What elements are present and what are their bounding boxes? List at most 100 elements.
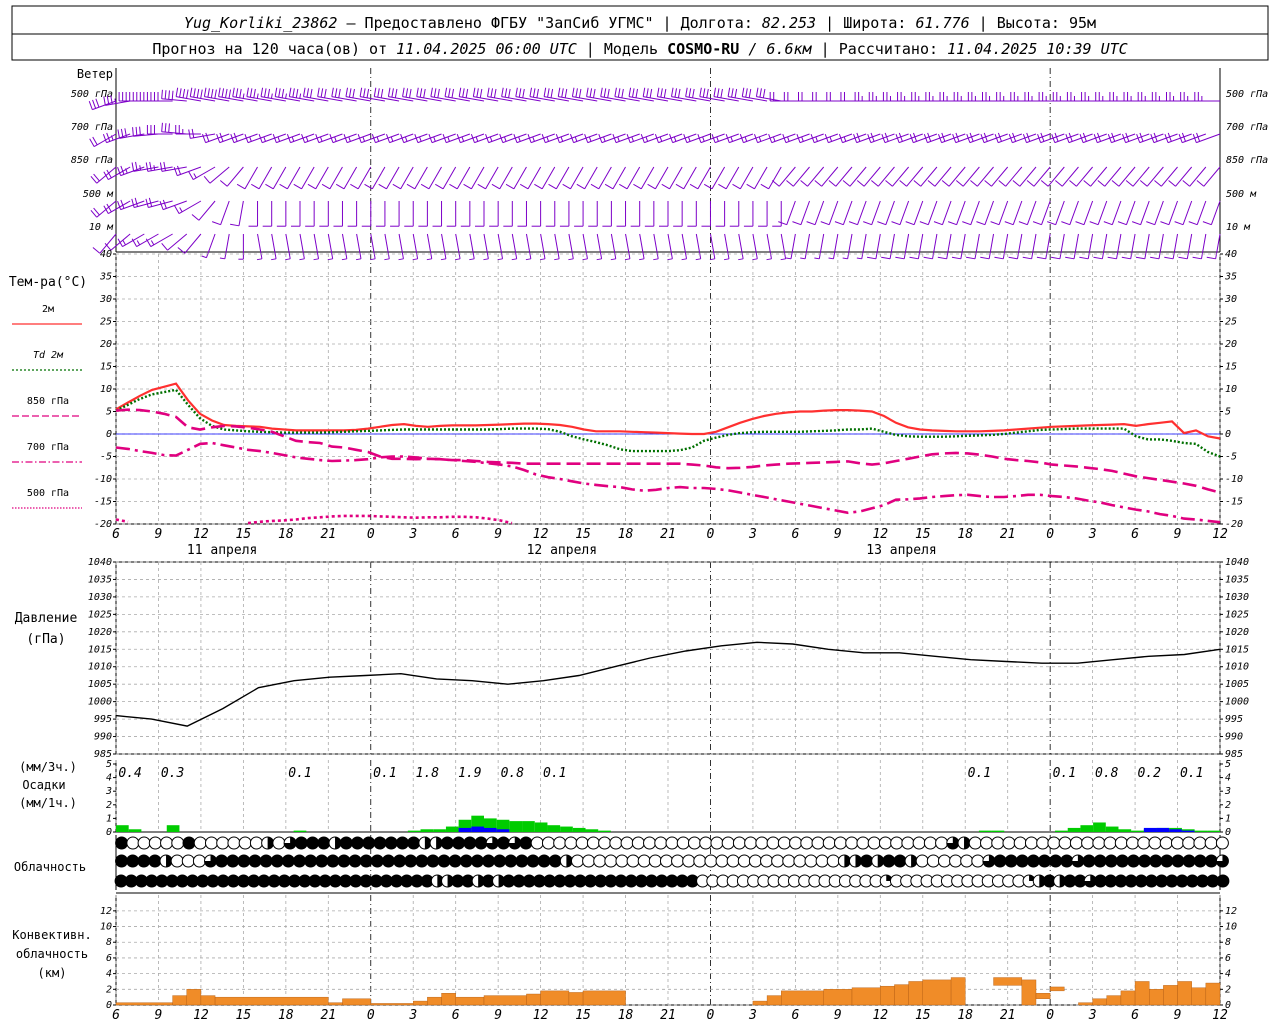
tick-label-left: 1010 [88, 662, 112, 673]
wind-barb [543, 87, 547, 97]
wind-staff [695, 233, 702, 259]
wind-level-left: 10 м [89, 222, 114, 233]
wind-barb [191, 214, 200, 221]
tick-label-left: 1015 [88, 644, 112, 655]
wind-barb [519, 183, 529, 190]
conv-bar [1106, 995, 1122, 1006]
cloud-circle [1215, 836, 1229, 850]
wind-staff [1139, 133, 1164, 144]
cloud-circle [991, 836, 1005, 850]
wind-staff [426, 233, 433, 259]
wind-staff [754, 166, 768, 190]
wind-barb [188, 129, 191, 139]
hour-label: 9 [834, 527, 842, 542]
wind-staff [304, 133, 329, 144]
wind-barb [301, 133, 306, 143]
wind-barb [355, 258, 362, 261]
wind-barb [493, 88, 497, 98]
wind-staff [198, 200, 216, 221]
legend-label-1: Td 2м [33, 350, 64, 361]
conv-y-axis: 0 0 2 2 4 4 6 6 8 8 10 10 12 12 [100, 906, 1237, 1011]
wind-barb [1206, 256, 1216, 260]
cloud-overcast [298, 875, 311, 887]
wind-barb [814, 257, 820, 260]
wind-staff [941, 200, 952, 225]
tick-label-left: 985 [94, 749, 112, 760]
cloud-overcast [1155, 875, 1168, 887]
wind-barb [703, 183, 713, 190]
wind-barb [265, 183, 274, 190]
wind-barb [1146, 221, 1155, 226]
precip-3h-label: 0.8 [501, 766, 525, 781]
wind-barb [486, 87, 490, 97]
wind-barb [177, 165, 182, 175]
rain-bar [433, 829, 446, 832]
wind-staff [285, 233, 291, 259]
wind-barb [796, 133, 801, 143]
wind-staff [714, 133, 739, 144]
wind-barb [451, 88, 455, 98]
hour-label: 12 [872, 527, 888, 542]
hour-label: 3 [408, 1008, 417, 1023]
wind-staff [1189, 166, 1207, 187]
cloud-overcast [1127, 855, 1140, 867]
wind-barb [405, 88, 409, 98]
wind-staff [430, 96, 456, 102]
precip-unit3: (мм/3ч.) [19, 760, 77, 774]
cloud-circle [1148, 836, 1162, 850]
wind-barb [1122, 133, 1127, 143]
cloud-circle [676, 836, 690, 850]
rain-bar [534, 822, 548, 832]
cloud-circle [867, 836, 881, 850]
wind-barb [881, 256, 891, 260]
hour-label: 12 [533, 1008, 549, 1023]
wind-barb [513, 133, 518, 143]
wind-staff [738, 233, 744, 259]
wind-barb [966, 256, 976, 260]
wind-staff [516, 133, 541, 144]
wind-barb [1012, 180, 1021, 187]
wind-staff [1111, 200, 1122, 225]
cloud-three-quarter [1216, 855, 1229, 867]
wind-barb [475, 136, 479, 142]
wind-barb [1055, 180, 1063, 187]
wind-staff [786, 200, 796, 225]
cloud-circle [1036, 836, 1050, 850]
wind-barb [430, 87, 433, 97]
wind-staff [814, 200, 825, 225]
cloud-overcast [1165, 875, 1178, 887]
wind-staff [658, 133, 683, 144]
wind-staff [863, 166, 881, 187]
hour-label: 15 [236, 1008, 252, 1023]
wind-barb [449, 183, 458, 190]
hour-label: 9 [1174, 1008, 1182, 1023]
wind-barb [490, 88, 494, 98]
wind-staff [455, 233, 461, 259]
wind-staff [289, 96, 315, 102]
wind-barb [1036, 256, 1046, 260]
wind-staff [582, 233, 588, 259]
wind-barb [92, 136, 98, 146]
wind-staff [343, 166, 358, 190]
provider-text: Предоставлено ФГБУ "ЗапСиб УГМС" [365, 14, 654, 32]
precip-unit1: (мм/1ч.) [19, 796, 77, 810]
tick-label-right: 10 [1225, 922, 1237, 933]
cloud-overcast [527, 855, 539, 867]
wind-barb [106, 132, 111, 142]
wind-barb [327, 258, 333, 261]
wind-barb [778, 221, 787, 226]
tick-label-right: 995 [1225, 714, 1243, 725]
wind-staff [93, 133, 117, 148]
wind-barb [871, 180, 879, 187]
wind-barb [754, 133, 759, 143]
precip-3h-label: 0.4 [118, 766, 141, 781]
wind-barb [404, 136, 408, 142]
wind-barb [329, 133, 334, 143]
wind-barb [983, 132, 988, 142]
wind-barb [881, 133, 886, 143]
wind-barb [307, 183, 316, 190]
cloud-circle [238, 836, 252, 850]
wind-barb [335, 183, 345, 190]
cloud-circle [923, 836, 937, 850]
conv-bar [115, 1002, 173, 1006]
